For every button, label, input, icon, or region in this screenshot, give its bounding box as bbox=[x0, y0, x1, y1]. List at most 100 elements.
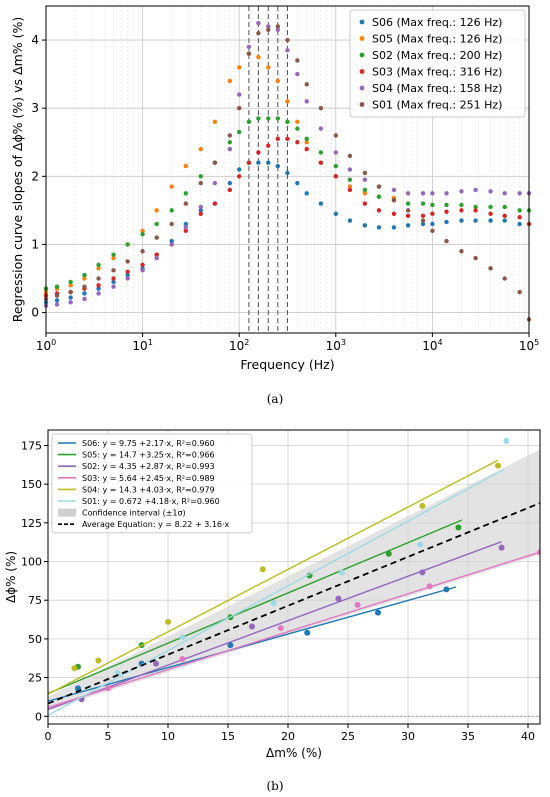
data-point bbox=[420, 201, 426, 206]
data-point bbox=[169, 208, 174, 213]
data-point bbox=[517, 208, 522, 213]
data-point bbox=[473, 255, 478, 261]
data-point bbox=[111, 252, 116, 257]
data-point bbox=[347, 187, 353, 193]
data-point bbox=[318, 160, 324, 165]
data-point bbox=[140, 262, 145, 268]
data-point bbox=[246, 44, 252, 50]
data-point bbox=[285, 119, 290, 125]
data-point bbox=[420, 221, 426, 227]
data-point bbox=[256, 31, 261, 36]
data-point bbox=[473, 208, 478, 213]
legend-entry: S02: y = 4.35 +2.87·x, R²=0.993 bbox=[82, 462, 215, 471]
data-point bbox=[473, 204, 478, 210]
data-point bbox=[183, 201, 188, 206]
data-point bbox=[82, 272, 87, 278]
data-point bbox=[295, 126, 300, 131]
data-point bbox=[266, 24, 271, 29]
x-tick-label: 105 bbox=[519, 338, 539, 353]
data-point bbox=[246, 119, 252, 125]
chart-a: 100 101 102 103 104 105 0 1 2 3 4 Frequency (Hz) Reg… bbox=[10, 5, 539, 372]
legend-entry: S04: y = 14.3 +4.03·x, R²=0.979 bbox=[82, 485, 215, 494]
data-point bbox=[256, 150, 261, 155]
data-point bbox=[227, 78, 233, 84]
data-point bbox=[362, 187, 368, 193]
data-point bbox=[125, 242, 130, 247]
regression-line bbox=[48, 459, 499, 695]
data-point bbox=[198, 211, 203, 216]
data-point bbox=[140, 268, 145, 273]
data-point bbox=[227, 133, 233, 138]
data-point bbox=[502, 276, 507, 281]
data-point bbox=[54, 298, 60, 303]
x-tick-label: 30 bbox=[401, 730, 415, 743]
data-point bbox=[419, 502, 426, 509]
legend-entry: S01 (Max freq.: 251 Hz) bbox=[372, 99, 502, 112]
data-point bbox=[459, 202, 464, 208]
data-point bbox=[154, 221, 159, 227]
data-point bbox=[237, 174, 242, 179]
y-tick-label: 1 bbox=[31, 237, 39, 251]
data-point bbox=[275, 163, 281, 169]
data-point bbox=[459, 249, 464, 254]
data-point bbox=[266, 143, 271, 148]
data-point bbox=[488, 204, 493, 210]
data-point bbox=[405, 201, 411, 206]
x-axis-label: Δm% (%) bbox=[266, 746, 322, 760]
x-tick-label: 25 bbox=[341, 730, 355, 743]
legend-entry: Confidence interval (±1σ) bbox=[82, 509, 186, 518]
regression-line bbox=[48, 551, 540, 709]
series-b-3 bbox=[48, 549, 540, 709]
data-point bbox=[275, 24, 281, 29]
data-point bbox=[285, 136, 290, 142]
data-point bbox=[318, 201, 324, 206]
data-point bbox=[333, 133, 338, 138]
data-point bbox=[140, 228, 145, 234]
data-point bbox=[111, 255, 116, 261]
data-point bbox=[275, 116, 281, 121]
legend-marker bbox=[359, 85, 365, 91]
regression-line bbox=[48, 541, 502, 711]
data-point bbox=[198, 180, 203, 186]
y-axis-label: Δϕ% (%) bbox=[4, 551, 18, 603]
data-point bbox=[256, 160, 261, 165]
data-point bbox=[473, 218, 478, 223]
data-point bbox=[111, 268, 116, 273]
data-point bbox=[96, 283, 101, 288]
legend-band-swatch bbox=[58, 508, 76, 517]
data-point bbox=[444, 219, 449, 225]
data-point bbox=[304, 191, 309, 196]
data-point bbox=[183, 221, 188, 227]
data-point bbox=[517, 221, 522, 227]
data-point bbox=[212, 180, 218, 186]
data-point bbox=[198, 174, 203, 179]
data-point bbox=[227, 140, 233, 145]
legend-entry: S06: y = 9.75 +2.17·x, R²=0.960 bbox=[82, 439, 215, 448]
data-point bbox=[237, 105, 242, 111]
data-point bbox=[405, 191, 411, 196]
data-point bbox=[237, 167, 242, 172]
data-point bbox=[304, 146, 309, 152]
data-point bbox=[256, 116, 261, 121]
data-point bbox=[285, 99, 290, 104]
data-point bbox=[420, 213, 426, 219]
y-tick-label: 0 bbox=[35, 710, 42, 723]
data-point bbox=[430, 211, 435, 216]
data-point bbox=[333, 163, 338, 169]
data-point bbox=[183, 225, 188, 230]
data-point bbox=[68, 300, 73, 305]
data-point bbox=[444, 238, 449, 244]
data-point bbox=[517, 191, 522, 196]
data-point bbox=[105, 685, 111, 692]
data-point bbox=[82, 296, 87, 302]
data-point bbox=[198, 208, 203, 213]
data-point bbox=[111, 279, 116, 285]
data-point bbox=[376, 184, 382, 189]
data-point bbox=[54, 302, 60, 307]
data-point bbox=[111, 284, 116, 289]
data-point bbox=[154, 235, 159, 240]
data-point bbox=[169, 238, 174, 244]
data-point bbox=[270, 600, 277, 607]
data-point bbox=[285, 170, 290, 176]
plot-frame-b bbox=[47, 429, 541, 725]
